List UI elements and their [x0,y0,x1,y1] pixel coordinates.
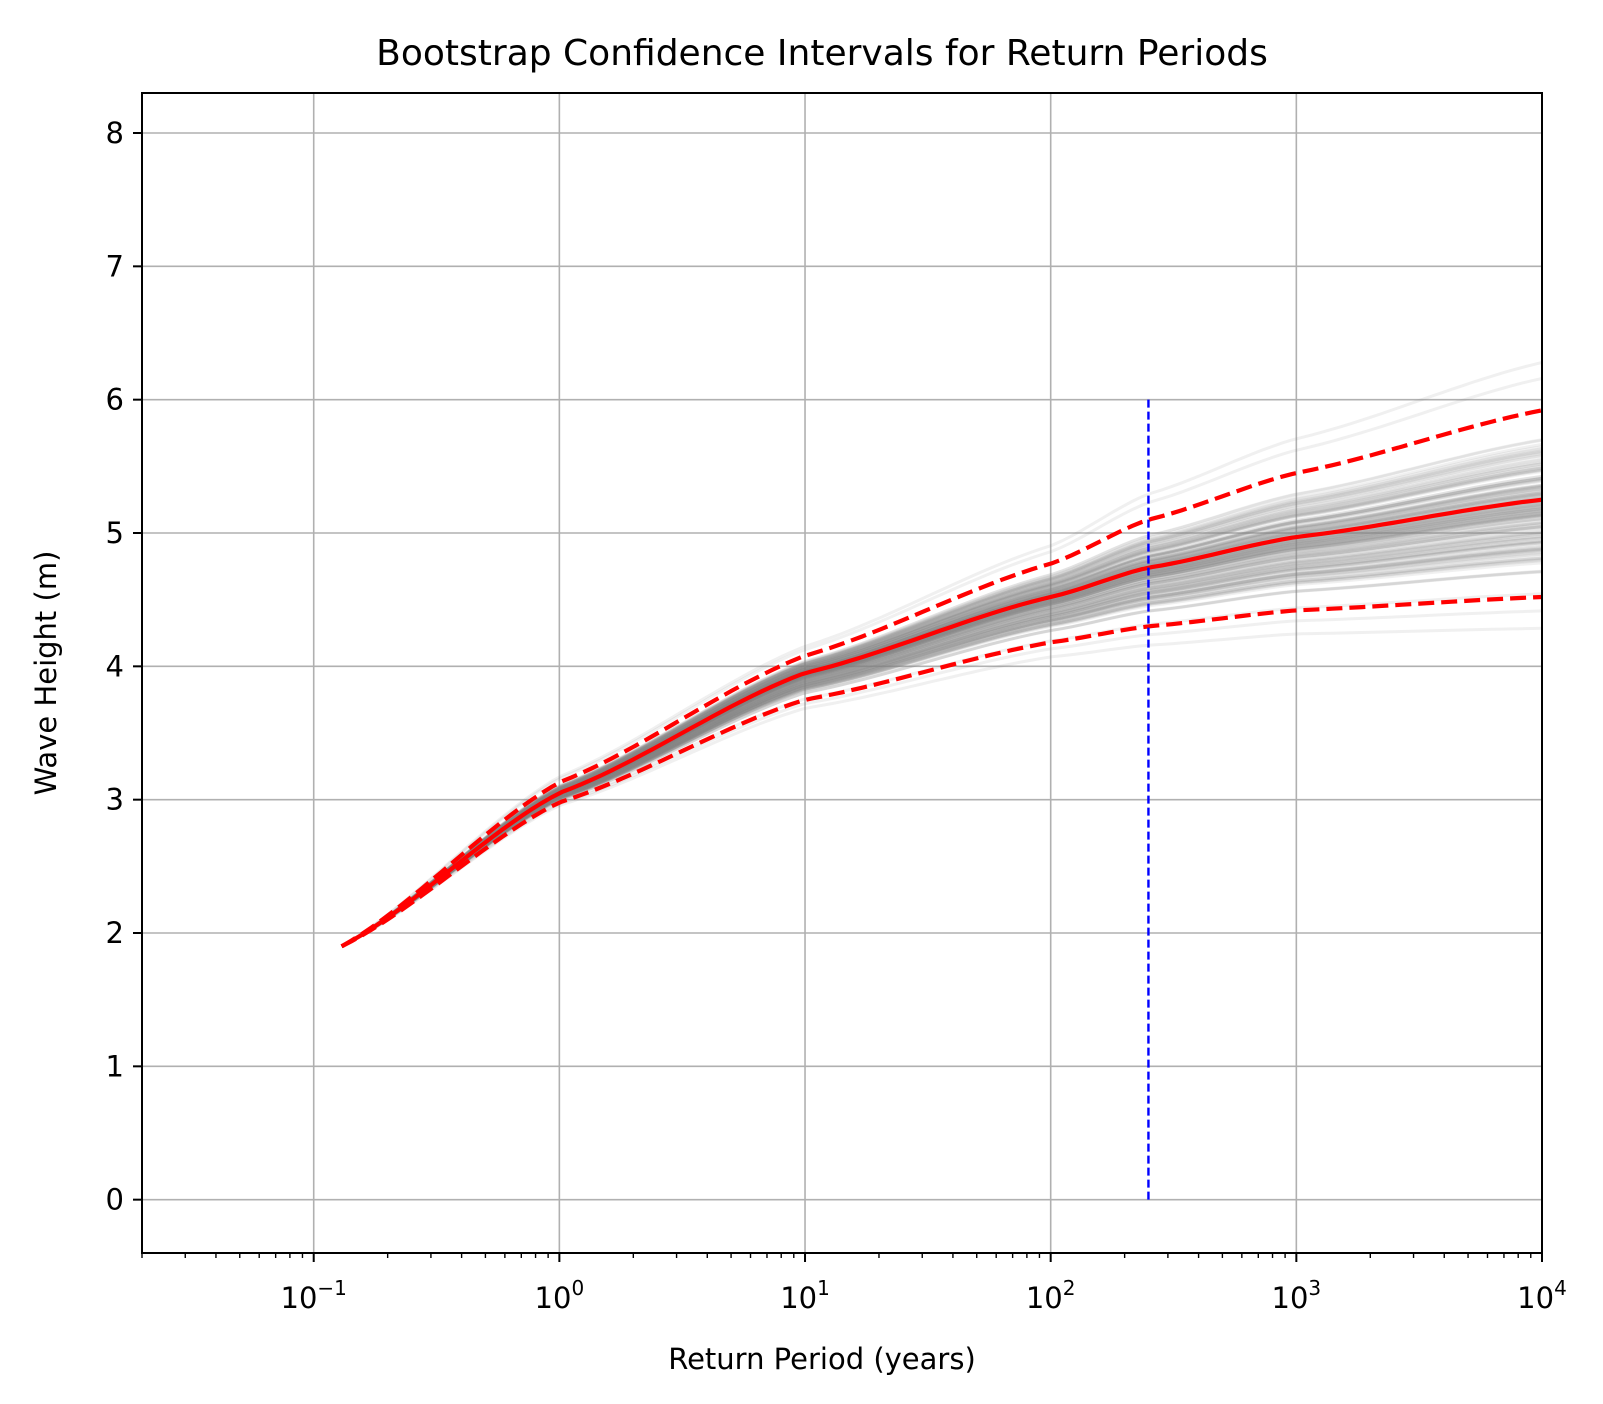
bootstrap-series-line [340,547,1542,948]
bootstrap-series-line [340,559,1542,948]
bootstrap-series-line [340,462,1542,948]
data-lines [340,361,1542,1200]
bootstrap-series-line [340,539,1542,948]
bootstrap-series-line [340,558,1542,948]
bootstrap-series-line [340,530,1542,948]
chart-title: Bootstrap Confidence Intervals for Retur… [376,33,1268,74]
bootstrap-series-line [340,550,1542,948]
x-tick-label: 102 [1026,1276,1076,1315]
bootstrap-series-line [340,465,1542,948]
bootstrap-series-line [340,452,1542,948]
bootstrap-series-line [340,526,1542,948]
bootstrap-series-line [340,467,1542,948]
bootstrap-series-line [340,544,1542,948]
bootstrap-series-line [340,532,1542,948]
bootstrap-series-line [340,535,1542,948]
bootstrap-series-line [340,547,1542,948]
bootstrap-series-line [340,527,1542,948]
bootstrap-series-line [340,553,1542,948]
y-tick-label: 2 [106,916,124,950]
upper-ci-line [340,408,1542,949]
bootstrap-series-line [340,460,1542,948]
bootstrap-series-line [340,541,1542,948]
bootstrap-series-line [340,464,1542,948]
bootstrap-series-line [340,540,1542,948]
bootstrap-series-line [340,376,1542,948]
bootstrap-series-line [340,361,1542,948]
bootstrap-series-line [340,544,1542,948]
bootstrap-series-line [340,547,1542,948]
bootstrap-series-line [340,468,1542,948]
bootstrap-series-line [340,461,1542,948]
y-tick-label: 3 [106,783,124,817]
axes-frame [141,92,1543,1254]
y-tick-label: 7 [106,249,124,283]
x-tick-label: 101 [780,1276,830,1315]
bootstrap-series-line [340,530,1542,948]
bootstrap-series-line [340,536,1542,948]
y-tick-label: 5 [106,516,124,550]
bootstrap-series-line [340,468,1542,948]
bootstrap-series-line [340,466,1542,948]
bootstrap-series-line [340,549,1542,948]
bootstrap-series-line [340,448,1542,948]
bootstrap-series-line [340,449,1542,948]
bootstrap-series-line [340,470,1542,948]
bootstrap-series-line [340,556,1542,948]
bootstrap-series-line [340,474,1542,948]
bootstrap-series-line [340,525,1542,948]
x-tick-label: 103 [1272,1276,1322,1315]
x-tick-label: 104 [1517,1276,1567,1315]
bootstrap-series-line [340,546,1542,948]
y-tick-label: 4 [106,649,124,683]
bootstrap-series-line [340,558,1542,948]
y-tick-label: 1 [106,1049,124,1083]
bootstrap-series-line [340,539,1542,948]
central-estimate-line [340,497,1542,949]
bootstrap-series-line [340,548,1542,948]
y-tick-label: 8 [106,116,124,150]
bootstrap-series-line [340,534,1542,948]
bootstrap-series-line [340,438,1542,948]
bootstrap-series-line [340,556,1542,948]
bootstrap-series-line [340,531,1542,948]
bootstrap-series-line [340,532,1542,948]
bootstrap-series-line [340,438,1542,948]
bootstrap-series-line [340,540,1542,948]
bootstrap-series-line [340,541,1542,948]
bootstrap-series-line [340,561,1542,948]
bootstrap-series-line [340,474,1542,948]
bootstrap-series-line [340,536,1542,948]
y-tick-label: 0 [106,1183,124,1217]
bootstrap-series-line [340,458,1542,948]
bootstrap-series-line [340,454,1542,948]
bootstrap-series-line [340,454,1542,948]
bootstrap-series-line [340,462,1542,948]
bootstrap-series-line [340,556,1542,948]
bootstrap-series-line [340,552,1542,948]
bootstrap-series-line [340,468,1542,948]
lower-ci-line [340,594,1542,949]
x-tick-label: 100 [535,1276,585,1315]
x-axis-label: Return Period (years) [668,1342,976,1376]
bootstrap-series-line [340,466,1542,948]
bootstrap-series-line [340,451,1542,948]
bootstrap-series-line [340,442,1542,948]
bootstrap-series-line [340,457,1542,948]
bootstrap-series-line [340,447,1542,948]
bootstrap-series-line [341,626,1542,948]
bootstrap-series-line [340,529,1542,948]
x-tick-label: 10−1 [281,1276,347,1315]
bootstrap-series-line [340,541,1542,948]
bootstrap-series-line [340,445,1542,948]
bootstrap-series-line [340,551,1542,948]
bootstrap-series-line [340,536,1542,948]
plot-area: 10−1 100 101 102 103 104 0 1 2 3 4 5 6 7 8 [106,92,1567,1315]
y-tick-label: 6 [106,383,124,417]
bootstrap-series-line [340,547,1542,948]
bootstrap-series-line [340,450,1542,948]
y-axis-label: Wave Height (m) [29,551,63,796]
